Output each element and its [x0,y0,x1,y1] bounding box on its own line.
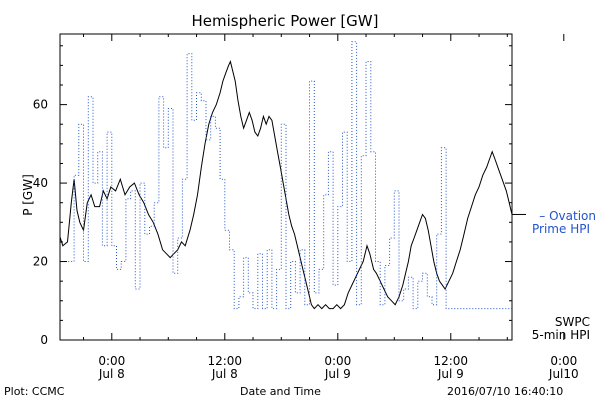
legend-ovation-label-line2: Prime HPI [532,222,590,236]
legend-swpc-label-line1: SWPC [554,315,590,329]
plot-area [59,33,526,341]
plot-timestamp: 2016/07/10 16:40:10 [447,385,564,398]
x-tick-time-3: 12:00 [433,354,468,368]
y-tick-label-2: 40 [33,176,48,190]
x-tick-time-0: 0:00 [98,354,125,368]
legend-swpc-label-line2: 5-min HPI [531,328,590,342]
legend-ovation-label-line1: – Ovation [539,209,596,223]
x-axis-label: Date and Time [240,385,321,398]
y-tick-label-1: 20 [33,255,48,269]
series-line-1 [60,41,512,310]
x-tick-date-1: Jul 8 [211,367,238,381]
plot-frame [59,33,513,341]
y-tick-label-3: 60 [33,98,48,112]
footer-credit: Plot: CCMC [4,385,65,398]
y-axis: 0 20 40 60 [33,45,512,347]
x-tick-time-2: 0:00 [324,354,351,368]
y-axis-label: P [GW] [21,174,35,216]
x-tick-date-0: Jul 8 [98,367,125,381]
y-tick-label-0: 0 [40,333,48,347]
chart-title: Hemispheric Power [GW] [191,12,379,30]
x-tick-time-1: 12:00 [207,354,242,368]
x-tick-date-3: Jul 9 [437,367,464,381]
x-tick-time-4: 0:00 [550,354,577,368]
x-tick-date-4: Jul10 [548,367,579,381]
x-tick-date-2: Jul 9 [324,367,351,381]
